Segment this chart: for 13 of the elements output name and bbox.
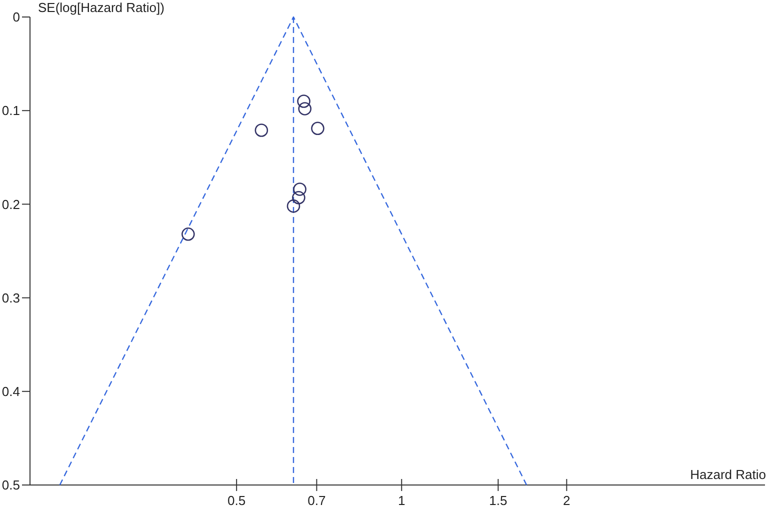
x-tick-label: 1 [398,493,406,507]
y-axis-title: SE(log[Hazard Ratio]) [38,0,164,15]
x-tick-label: 2 [563,493,570,507]
y-tick-label: 0.5 [2,478,20,493]
x-tick-label: 0.7 [308,493,326,507]
y-tick-label: 0 [12,10,20,25]
y-tick-label: 0.1 [2,103,20,118]
x-axis-title: Hazard Ratio [690,467,766,482]
x-tick-label: 0.5 [228,493,246,507]
x-tick-label: 1.5 [489,493,508,507]
y-tick-label: 0.4 [2,384,20,399]
y-tick-label: 0.2 [2,196,20,212]
y-tick-label: 0.3 [2,290,20,306]
